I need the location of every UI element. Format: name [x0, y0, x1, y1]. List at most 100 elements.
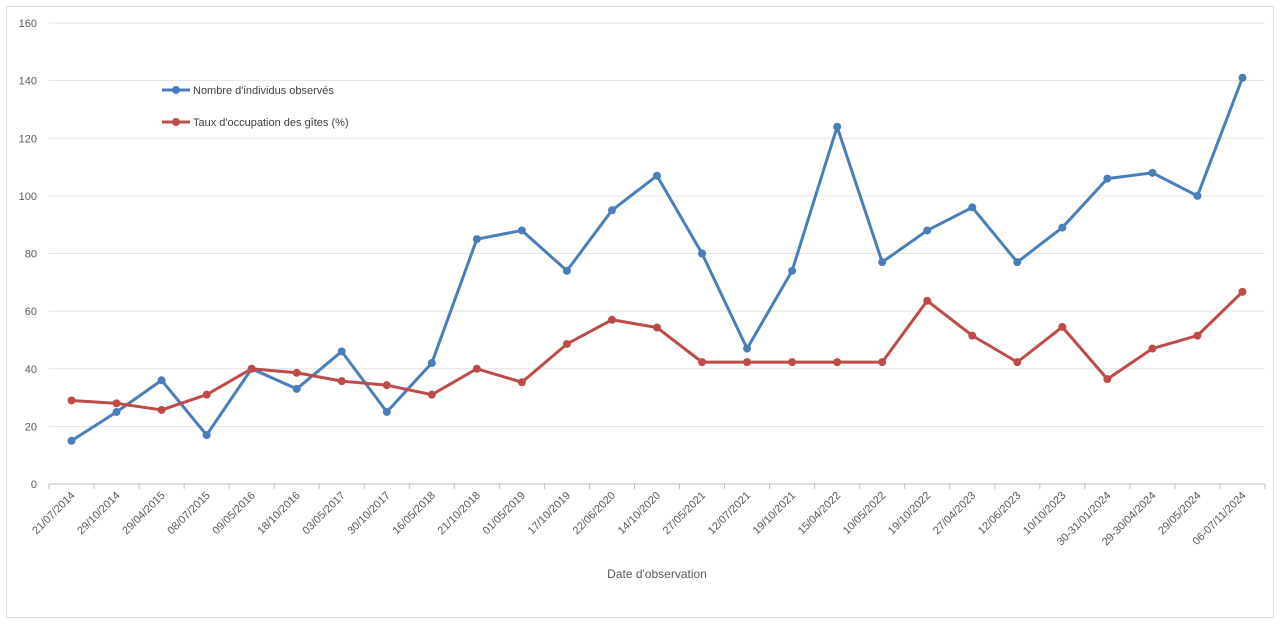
x-tick-label: 12/06/2023	[976, 490, 1023, 537]
x-tick-label: 03/05/2017	[300, 490, 347, 537]
x-tick-label: 27/04/2023	[931, 490, 978, 537]
y-tick-label: 60	[25, 306, 37, 318]
data-point-series-2	[833, 358, 842, 367]
x-tick-label: 19/10/2022	[886, 490, 933, 537]
data-point-series-1	[202, 431, 211, 440]
y-tick-label: 40	[25, 364, 37, 376]
data-point-series-1	[653, 171, 661, 180]
x-axis-title: Date d'observation	[607, 567, 707, 581]
data-point-series-1	[562, 266, 571, 275]
y-tick-label: 140	[19, 76, 37, 88]
series-line-2	[70, 290, 1244, 412]
data-point-series-2	[247, 364, 256, 373]
y-tick-label: 80	[25, 249, 37, 261]
data-point-series-1	[1058, 223, 1067, 232]
data-point-series-2	[923, 296, 932, 305]
x-tick-label: 15/04/2022	[796, 490, 843, 537]
x-tick-label: 01/05/2019	[481, 490, 528, 537]
y-axis-ticks: 0 20 40 60 80 100 120 140 160	[19, 18, 37, 491]
x-tick-label: 12/07/2021	[706, 490, 753, 537]
x-tick-label: 27/05/2021	[661, 490, 708, 537]
data-point-series-2	[112, 399, 121, 408]
data-point-series-1	[968, 203, 977, 212]
y-tick-label: 0	[31, 479, 37, 491]
x-tick-label: 10/05/2022	[841, 490, 888, 537]
x-tick-label: 30/10/2017	[345, 490, 392, 537]
series-group	[67, 73, 1247, 445]
data-point-series-2	[607, 315, 616, 324]
legend-label: Taux d'occupation des gîtes (%)	[193, 117, 349, 129]
data-point-series-1	[1103, 174, 1112, 183]
data-point-series-1	[157, 376, 166, 385]
data-point-series-1	[472, 235, 481, 244]
data-point-series-1	[427, 358, 436, 367]
x-tick-label: 18/10/2016	[255, 490, 302, 537]
data-point-series-2	[427, 390, 436, 399]
data-point-series-1	[67, 436, 76, 445]
data-point-series-2	[653, 323, 661, 332]
data-point-series-2	[788, 358, 797, 367]
data-point-series-2	[562, 339, 571, 348]
legend: Nombre d'individus observés Taux d'occupa…	[162, 85, 349, 129]
x-tick-label: 29/04/2015	[120, 490, 167, 537]
chart-area	[6, 6, 1274, 618]
x-tick-label: 10/10/2023	[1021, 490, 1068, 537]
data-point-series-2	[968, 331, 977, 340]
x-axis-ticks: 21/07/201429/10/201429/04/201508/07/2015…	[30, 484, 1266, 548]
data-point-series-2	[292, 368, 301, 377]
data-point-series-2	[337, 377, 346, 386]
x-tick-label: 22/06/2020	[571, 490, 618, 537]
x-tick-label: 17/10/2019	[526, 490, 573, 537]
data-point-series-1	[607, 206, 616, 215]
gridlines	[49, 22, 1265, 485]
data-point-series-2	[1058, 322, 1067, 331]
data-point-series-2	[743, 358, 752, 367]
data-point-series-2	[698, 358, 707, 367]
legend-label: Nombre d'individus observés	[193, 85, 334, 97]
data-point-series-1	[833, 122, 842, 131]
x-tick-label: 14/10/2020	[616, 490, 663, 537]
data-point-series-1	[112, 407, 121, 416]
data-point-series-1	[517, 226, 526, 235]
series-line-1	[70, 76, 1244, 443]
data-point-series-2	[1103, 375, 1112, 384]
data-point-series-2	[1148, 344, 1157, 353]
x-tick-label: 16/05/2018	[391, 490, 438, 537]
data-point-series-2	[472, 364, 481, 373]
y-tick-label: 20	[25, 421, 37, 433]
data-point-series-2	[878, 358, 887, 367]
data-point-series-1	[788, 266, 797, 275]
data-point-series-1	[337, 347, 346, 356]
data-point-series-1	[1238, 73, 1247, 82]
x-tick-label: 08/07/2015	[165, 490, 212, 537]
data-point-series-1	[878, 258, 887, 267]
legend-marker	[172, 118, 180, 126]
data-point-series-2	[1238, 287, 1247, 296]
x-tick-label: 19/10/2021	[751, 490, 798, 537]
data-point-series-2	[382, 381, 391, 390]
data-point-series-2	[517, 378, 526, 387]
data-point-series-2	[202, 390, 211, 399]
y-tick-label: 120	[19, 133, 37, 145]
data-point-series-1	[743, 344, 752, 353]
x-tick-label: 29/05/2024	[1156, 490, 1203, 537]
data-point-series-1	[1193, 191, 1202, 200]
legend-marker	[172, 86, 180, 94]
x-tick-label: 21/07/2014	[30, 490, 77, 537]
data-point-series-1	[1148, 168, 1157, 177]
x-tick-label: 29/10/2014	[75, 490, 122, 537]
x-tick-label: 21/10/2018	[436, 490, 483, 537]
data-point-series-2	[157, 405, 166, 414]
data-point-series-2	[1013, 358, 1022, 367]
data-point-series-1	[292, 384, 301, 393]
data-point-series-1	[1013, 258, 1022, 267]
data-point-series-1	[698, 249, 707, 258]
x-tick-label: 09/05/2016	[210, 490, 257, 537]
y-tick-label: 160	[19, 18, 37, 30]
data-point-series-1	[382, 407, 391, 416]
data-point-series-2	[1193, 331, 1202, 340]
y-tick-label: 100	[19, 191, 37, 203]
data-point-series-1	[923, 226, 932, 235]
data-point-series-2	[67, 396, 76, 405]
